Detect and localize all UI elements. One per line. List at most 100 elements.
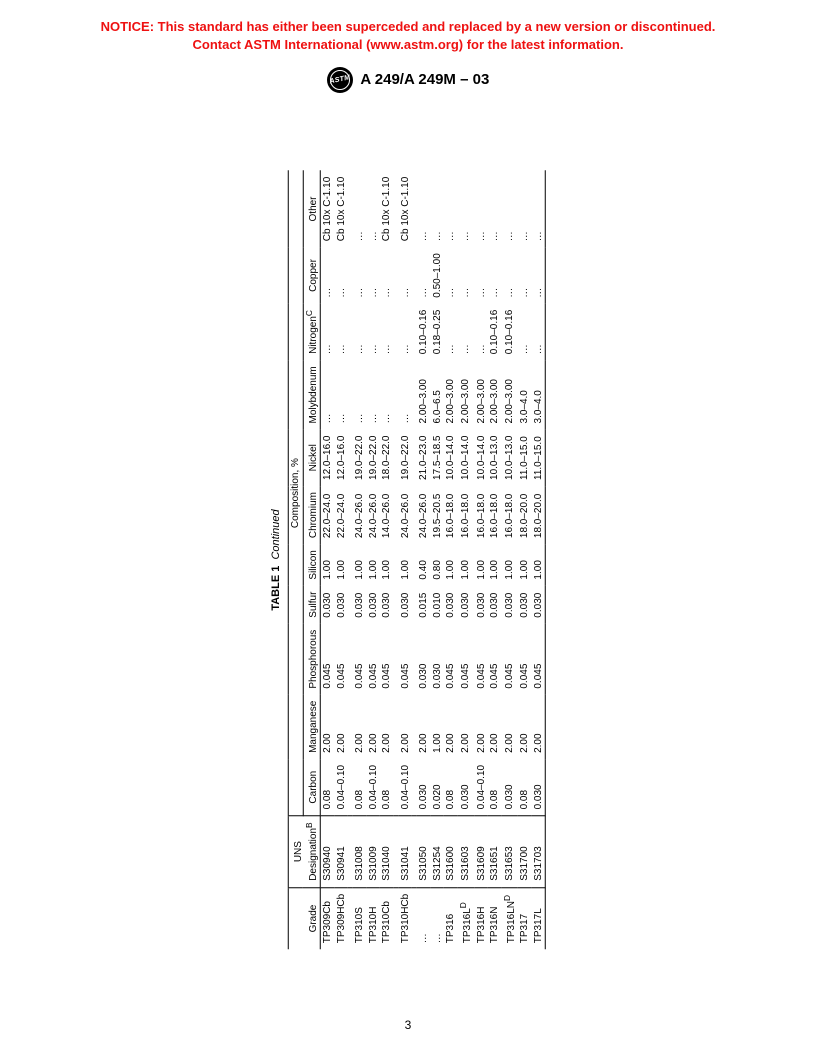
table-cell: TP316LND bbox=[501, 887, 518, 949]
table-cell: 12.0–16.0 bbox=[321, 429, 335, 486]
table-cell: 16.0–18.0 bbox=[458, 486, 475, 544]
table-cell: TP310S bbox=[353, 887, 367, 949]
table-cell: S30941 bbox=[335, 816, 349, 887]
table-cell: 24.0–26.0 bbox=[367, 486, 381, 544]
table-cell: 0.40 bbox=[417, 544, 431, 585]
table-cell: 19.0–22.0 bbox=[367, 429, 381, 486]
table-cell: S31600 bbox=[444, 816, 458, 887]
table-cell: 0.08 bbox=[353, 759, 367, 816]
table-cell: 0.04–0.10 bbox=[474, 759, 488, 816]
table-cell: … bbox=[518, 247, 532, 304]
table-cell: 1.00 bbox=[431, 695, 445, 759]
table-cell: 0.030 bbox=[458, 586, 475, 624]
table-cell: … bbox=[532, 247, 546, 304]
table-cell: 6.0–6.5 bbox=[431, 360, 445, 429]
table-cell: TP310Cb bbox=[380, 887, 394, 949]
table-cell: … bbox=[353, 247, 367, 304]
table-body: TP309CbS309400.082.000.0450.0301.0022.0–… bbox=[321, 171, 546, 950]
table-cell: S31040 bbox=[380, 816, 394, 887]
table-cell: 14.0–26.0 bbox=[380, 486, 394, 544]
table-cell: 0.010 bbox=[431, 586, 445, 624]
col-composition: Composition, % bbox=[288, 171, 303, 816]
table-cell: … bbox=[488, 171, 502, 247]
table-cell: 10.0–13.0 bbox=[488, 429, 502, 486]
table-cell: … bbox=[321, 247, 335, 304]
table-cell: 1.00 bbox=[488, 544, 502, 585]
table-cell: 0.030 bbox=[501, 759, 518, 816]
table-cell: S30940 bbox=[321, 816, 335, 887]
table-cell: … bbox=[431, 171, 445, 247]
table-cell: 16.0–18.0 bbox=[488, 486, 502, 544]
table-cell: Cb 10x C-1.10 bbox=[380, 171, 394, 247]
table-row: TP316HS316090.04–0.102.000.0450.0301.001… bbox=[474, 171, 488, 950]
table-cell: 0.030 bbox=[488, 586, 502, 624]
table-caption-cont: Continued bbox=[270, 509, 282, 559]
table-cell: … bbox=[380, 247, 394, 304]
table-cell: 0.045 bbox=[488, 624, 502, 695]
table-row: TP309HCbS309410.04–0.102.000.0450.0301.0… bbox=[335, 171, 349, 950]
table-cell: 1.00 bbox=[335, 544, 349, 585]
table-cell: S31653 bbox=[501, 816, 518, 887]
table-cell: 1.00 bbox=[444, 544, 458, 585]
table-cell: 2.00 bbox=[399, 695, 413, 759]
table-cell: 0.04–0.10 bbox=[367, 759, 381, 816]
table-cell: 2.00 bbox=[367, 695, 381, 759]
table-cell: 19.5–20.5 bbox=[431, 486, 445, 544]
table-cell: 0.10–0.16 bbox=[488, 304, 502, 361]
table-cell: 2.00 bbox=[458, 695, 475, 759]
table-cell: 24.0–26.0 bbox=[417, 486, 431, 544]
table-cell: 0.80 bbox=[431, 544, 445, 585]
table-cell: 0.030 bbox=[367, 586, 381, 624]
table-cell: 0.08 bbox=[518, 759, 532, 816]
table-cell: … bbox=[367, 304, 381, 361]
table-cell: 3.0–4.0 bbox=[532, 360, 546, 429]
astm-logo-icon: ASTM bbox=[327, 67, 353, 93]
table-cell: … bbox=[518, 171, 532, 247]
table-cell: 1.00 bbox=[321, 544, 335, 585]
table-cell: 2.00 bbox=[444, 695, 458, 759]
table-row: TP316S316000.082.000.0450.0301.0016.0–18… bbox=[444, 171, 458, 950]
table-cell: … bbox=[367, 171, 381, 247]
table-row: …S312540.0201.000.0300.0100.8019.5–20.51… bbox=[431, 171, 445, 950]
table-cell: 0.50–1.00 bbox=[431, 247, 445, 304]
table-cell: 0.030 bbox=[353, 586, 367, 624]
table-cell: S31009 bbox=[367, 816, 381, 887]
table-cell: 1.00 bbox=[532, 544, 546, 585]
table-cell: 3.0–4.0 bbox=[518, 360, 532, 429]
table-cell: 0.045 bbox=[532, 624, 546, 695]
table-stage: TABLE 1 Continued GradeUNSDesignationBCo… bbox=[270, 171, 546, 950]
table-cell: 0.030 bbox=[501, 586, 518, 624]
table-cell: … bbox=[458, 247, 475, 304]
col-grade: Grade bbox=[288, 887, 320, 949]
table-row: TP310CbS310400.082.000.0450.0301.0014.0–… bbox=[380, 171, 394, 950]
table-cell: … bbox=[399, 247, 413, 304]
table-cell: 0.045 bbox=[380, 624, 394, 695]
table-cell: 1.00 bbox=[474, 544, 488, 585]
table-cell: S31254 bbox=[431, 816, 445, 887]
table-cell: … bbox=[335, 247, 349, 304]
table-cell: 16.0–18.0 bbox=[501, 486, 518, 544]
table-cell: 19.0–22.0 bbox=[353, 429, 367, 486]
table-cell: 0.18–0.25 bbox=[431, 304, 445, 361]
table-cell: 10.0–13.0 bbox=[501, 429, 518, 486]
table-cell: TP310HCb bbox=[399, 887, 413, 949]
col-header: Nickel bbox=[303, 429, 321, 486]
table-cell: S31703 bbox=[532, 816, 546, 887]
col-header: Silicon bbox=[303, 544, 321, 585]
table-row: TP310SS310080.082.000.0450.0301.0024.0–2… bbox=[353, 171, 367, 950]
table-cell: … bbox=[417, 247, 431, 304]
table-cell: … bbox=[431, 887, 445, 949]
table-cell: … bbox=[474, 247, 488, 304]
table-cell: 2.00 bbox=[353, 695, 367, 759]
table-cell: … bbox=[458, 304, 475, 361]
table-cell: 0.030 bbox=[417, 624, 431, 695]
table-cell: 2.00 bbox=[321, 695, 335, 759]
table-cell: … bbox=[458, 171, 475, 247]
table-cell: 1.00 bbox=[367, 544, 381, 585]
table-cell: 0.045 bbox=[353, 624, 367, 695]
table-cell: … bbox=[444, 247, 458, 304]
table-cell: 0.030 bbox=[444, 586, 458, 624]
table-cell: 0.015 bbox=[417, 586, 431, 624]
page-number: 3 bbox=[0, 1018, 816, 1032]
table-cell: … bbox=[353, 360, 367, 429]
